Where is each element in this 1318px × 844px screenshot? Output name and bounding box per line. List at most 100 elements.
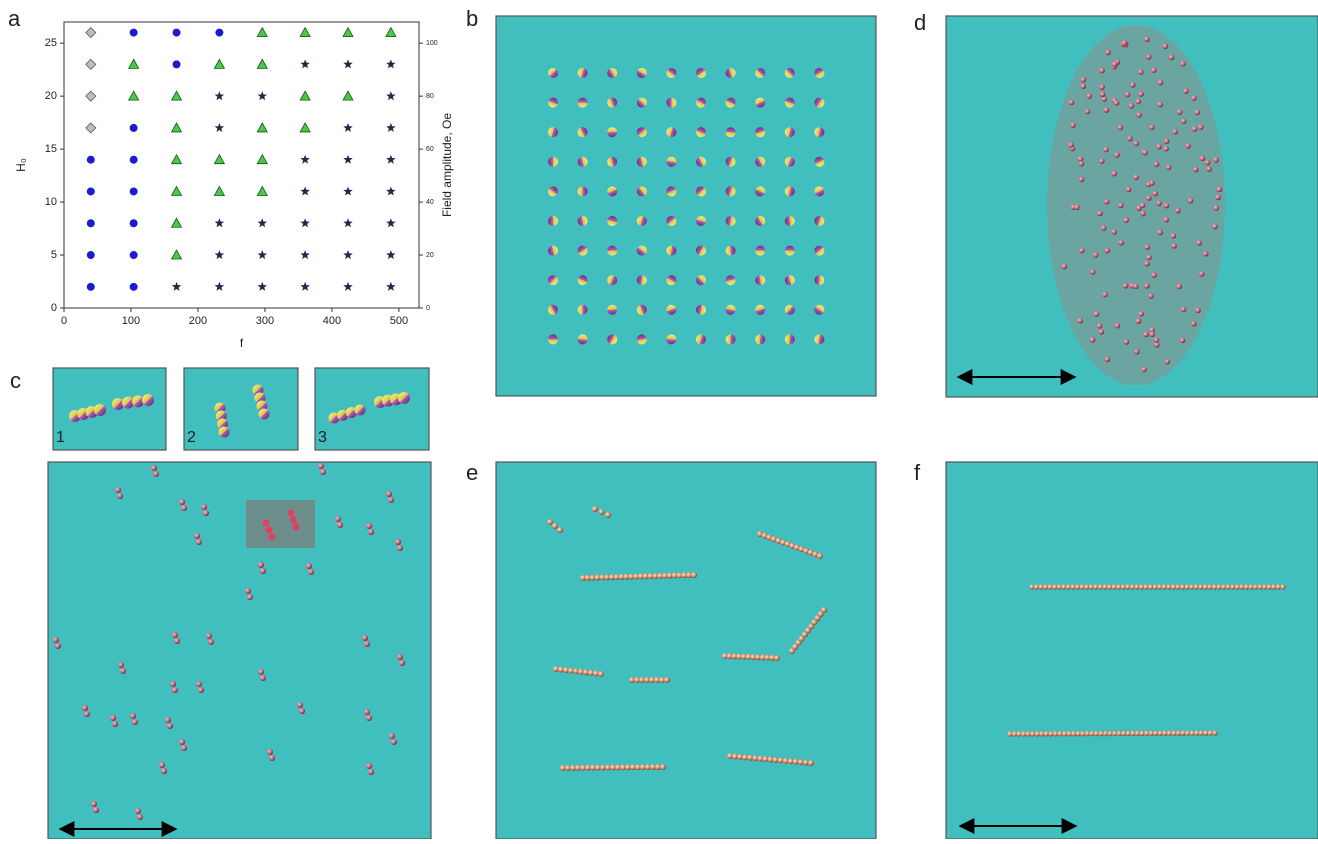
particle xyxy=(592,506,598,512)
particle xyxy=(1154,337,1160,343)
particle xyxy=(194,533,200,539)
particle xyxy=(691,572,697,578)
particle xyxy=(118,662,124,668)
panel-label: e xyxy=(466,460,478,485)
point-star xyxy=(343,250,353,259)
particle xyxy=(1103,147,1109,153)
particle xyxy=(366,715,372,721)
point-triangle xyxy=(172,123,182,132)
particle xyxy=(1164,203,1170,209)
point-star xyxy=(300,282,310,291)
particle xyxy=(1118,125,1124,131)
particle xyxy=(1098,329,1104,335)
point-triangle xyxy=(172,155,182,164)
particle xyxy=(1196,240,1202,246)
particle xyxy=(130,713,136,719)
particle xyxy=(1077,318,1083,324)
particle xyxy=(201,504,207,510)
particle xyxy=(1105,357,1111,363)
particle xyxy=(1280,584,1285,589)
particle xyxy=(1074,205,1080,211)
particle xyxy=(366,763,372,769)
particle xyxy=(170,681,176,687)
particle xyxy=(93,807,99,813)
point-triangle xyxy=(386,28,396,37)
particle xyxy=(196,681,202,687)
particle xyxy=(1151,67,1157,73)
particle xyxy=(1217,187,1223,193)
particle xyxy=(1213,157,1219,163)
y2-tick-label: 40 xyxy=(426,199,434,206)
particle xyxy=(159,762,165,768)
inset-label: 2 xyxy=(187,429,196,446)
particle xyxy=(1149,332,1155,338)
point-circle xyxy=(173,60,181,68)
point-circle xyxy=(130,156,138,164)
panel-label: d xyxy=(914,10,926,35)
particle xyxy=(1163,217,1169,223)
point-star xyxy=(386,91,396,100)
particle xyxy=(1086,93,1092,99)
particle xyxy=(1191,321,1197,327)
point-triangle xyxy=(343,91,353,100)
particle xyxy=(774,655,780,661)
point-triangle xyxy=(214,59,224,68)
point-star xyxy=(343,186,353,195)
particle xyxy=(179,739,185,745)
particle xyxy=(269,534,276,541)
particle xyxy=(1097,211,1103,217)
x-tick-label: 200 xyxy=(189,315,207,327)
particle xyxy=(208,639,214,645)
point-triangle xyxy=(257,28,267,37)
particle xyxy=(664,677,670,683)
y-tick-label: 5 xyxy=(51,249,57,261)
particle xyxy=(364,709,370,715)
point-triangle xyxy=(257,155,267,164)
point-star xyxy=(343,123,353,132)
particle xyxy=(91,801,97,807)
particle xyxy=(1112,61,1118,67)
point-triangle xyxy=(300,123,310,132)
particle xyxy=(259,409,270,420)
particle xyxy=(1118,203,1124,209)
particle xyxy=(1136,112,1142,118)
particle xyxy=(1166,164,1172,170)
point-star xyxy=(258,282,268,291)
point-star xyxy=(386,59,396,68)
particle xyxy=(266,527,273,534)
particle xyxy=(1157,230,1163,236)
particle xyxy=(84,711,90,717)
particle xyxy=(1188,198,1194,204)
x-tick-label: 400 xyxy=(323,315,341,327)
point-star xyxy=(258,218,268,227)
particle xyxy=(1156,200,1162,206)
particle xyxy=(1171,233,1177,239)
point-circle xyxy=(87,219,95,227)
particle xyxy=(366,523,372,529)
particle xyxy=(120,668,126,674)
point-star xyxy=(215,91,225,100)
particle xyxy=(1146,255,1152,261)
particle xyxy=(117,493,123,499)
point-circle xyxy=(130,124,138,132)
point-triangle xyxy=(214,186,224,195)
point-star xyxy=(215,218,225,227)
particle xyxy=(364,641,370,647)
particle xyxy=(318,463,324,469)
particle xyxy=(1148,293,1154,299)
particle xyxy=(320,469,326,475)
particle xyxy=(1185,143,1191,149)
particle xyxy=(1093,252,1099,258)
particle xyxy=(1134,349,1140,355)
particle xyxy=(1169,55,1175,61)
particle xyxy=(112,721,118,727)
point-circle xyxy=(130,219,138,227)
point-star xyxy=(300,186,310,195)
particle xyxy=(206,633,212,639)
particle xyxy=(161,768,167,774)
particle xyxy=(368,769,374,775)
point-star xyxy=(258,91,268,100)
point-triangle xyxy=(172,91,182,100)
particle xyxy=(181,505,187,511)
particle xyxy=(269,755,275,761)
